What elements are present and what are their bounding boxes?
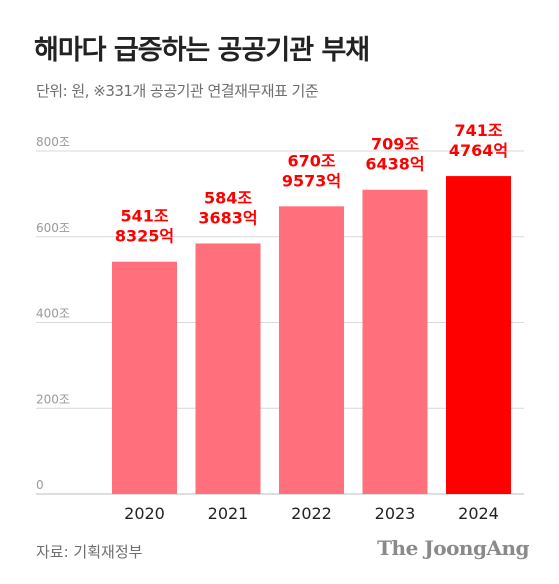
chart-subtitle: 단위: 원, ※331개 공공기관 연결재무재표 기준: [36, 82, 319, 100]
value-label: 670조: [287, 151, 335, 170]
value-label: 709조: [371, 135, 419, 154]
x-category-label: 2024: [458, 504, 499, 523]
x-category-label: 2021: [208, 504, 249, 523]
source-note: 자료: 기획재정부: [36, 543, 143, 561]
bar: [279, 206, 344, 494]
bar: [446, 176, 511, 495]
value-label: 6438억: [365, 155, 424, 174]
x-category-label: 2020: [124, 504, 165, 523]
y-tick-label: 0: [36, 478, 44, 492]
x-category-label: 2022: [291, 504, 332, 523]
value-label: 3683억: [198, 208, 257, 227]
x-category-label: 2023: [375, 504, 416, 523]
value-label: 4764억: [449, 141, 508, 160]
value-label: 9573억: [282, 171, 341, 190]
y-tick-label: 800조: [36, 135, 70, 149]
value-label: 541조: [120, 207, 168, 226]
value-label: 741조: [454, 121, 502, 140]
y-tick-label: 600조: [36, 221, 70, 235]
value-label: 8325억: [115, 227, 174, 246]
value-label: 584조: [204, 188, 252, 207]
y-tick-label: 200조: [36, 392, 70, 406]
bar: [195, 243, 261, 494]
bar: [112, 261, 177, 494]
bar: [362, 189, 428, 494]
chart-title: 해마다 급증하는 공공기관 부채: [34, 35, 370, 66]
y-tick-label: 400조: [36, 307, 70, 321]
publisher-logo: The JoongAng: [377, 536, 529, 560]
